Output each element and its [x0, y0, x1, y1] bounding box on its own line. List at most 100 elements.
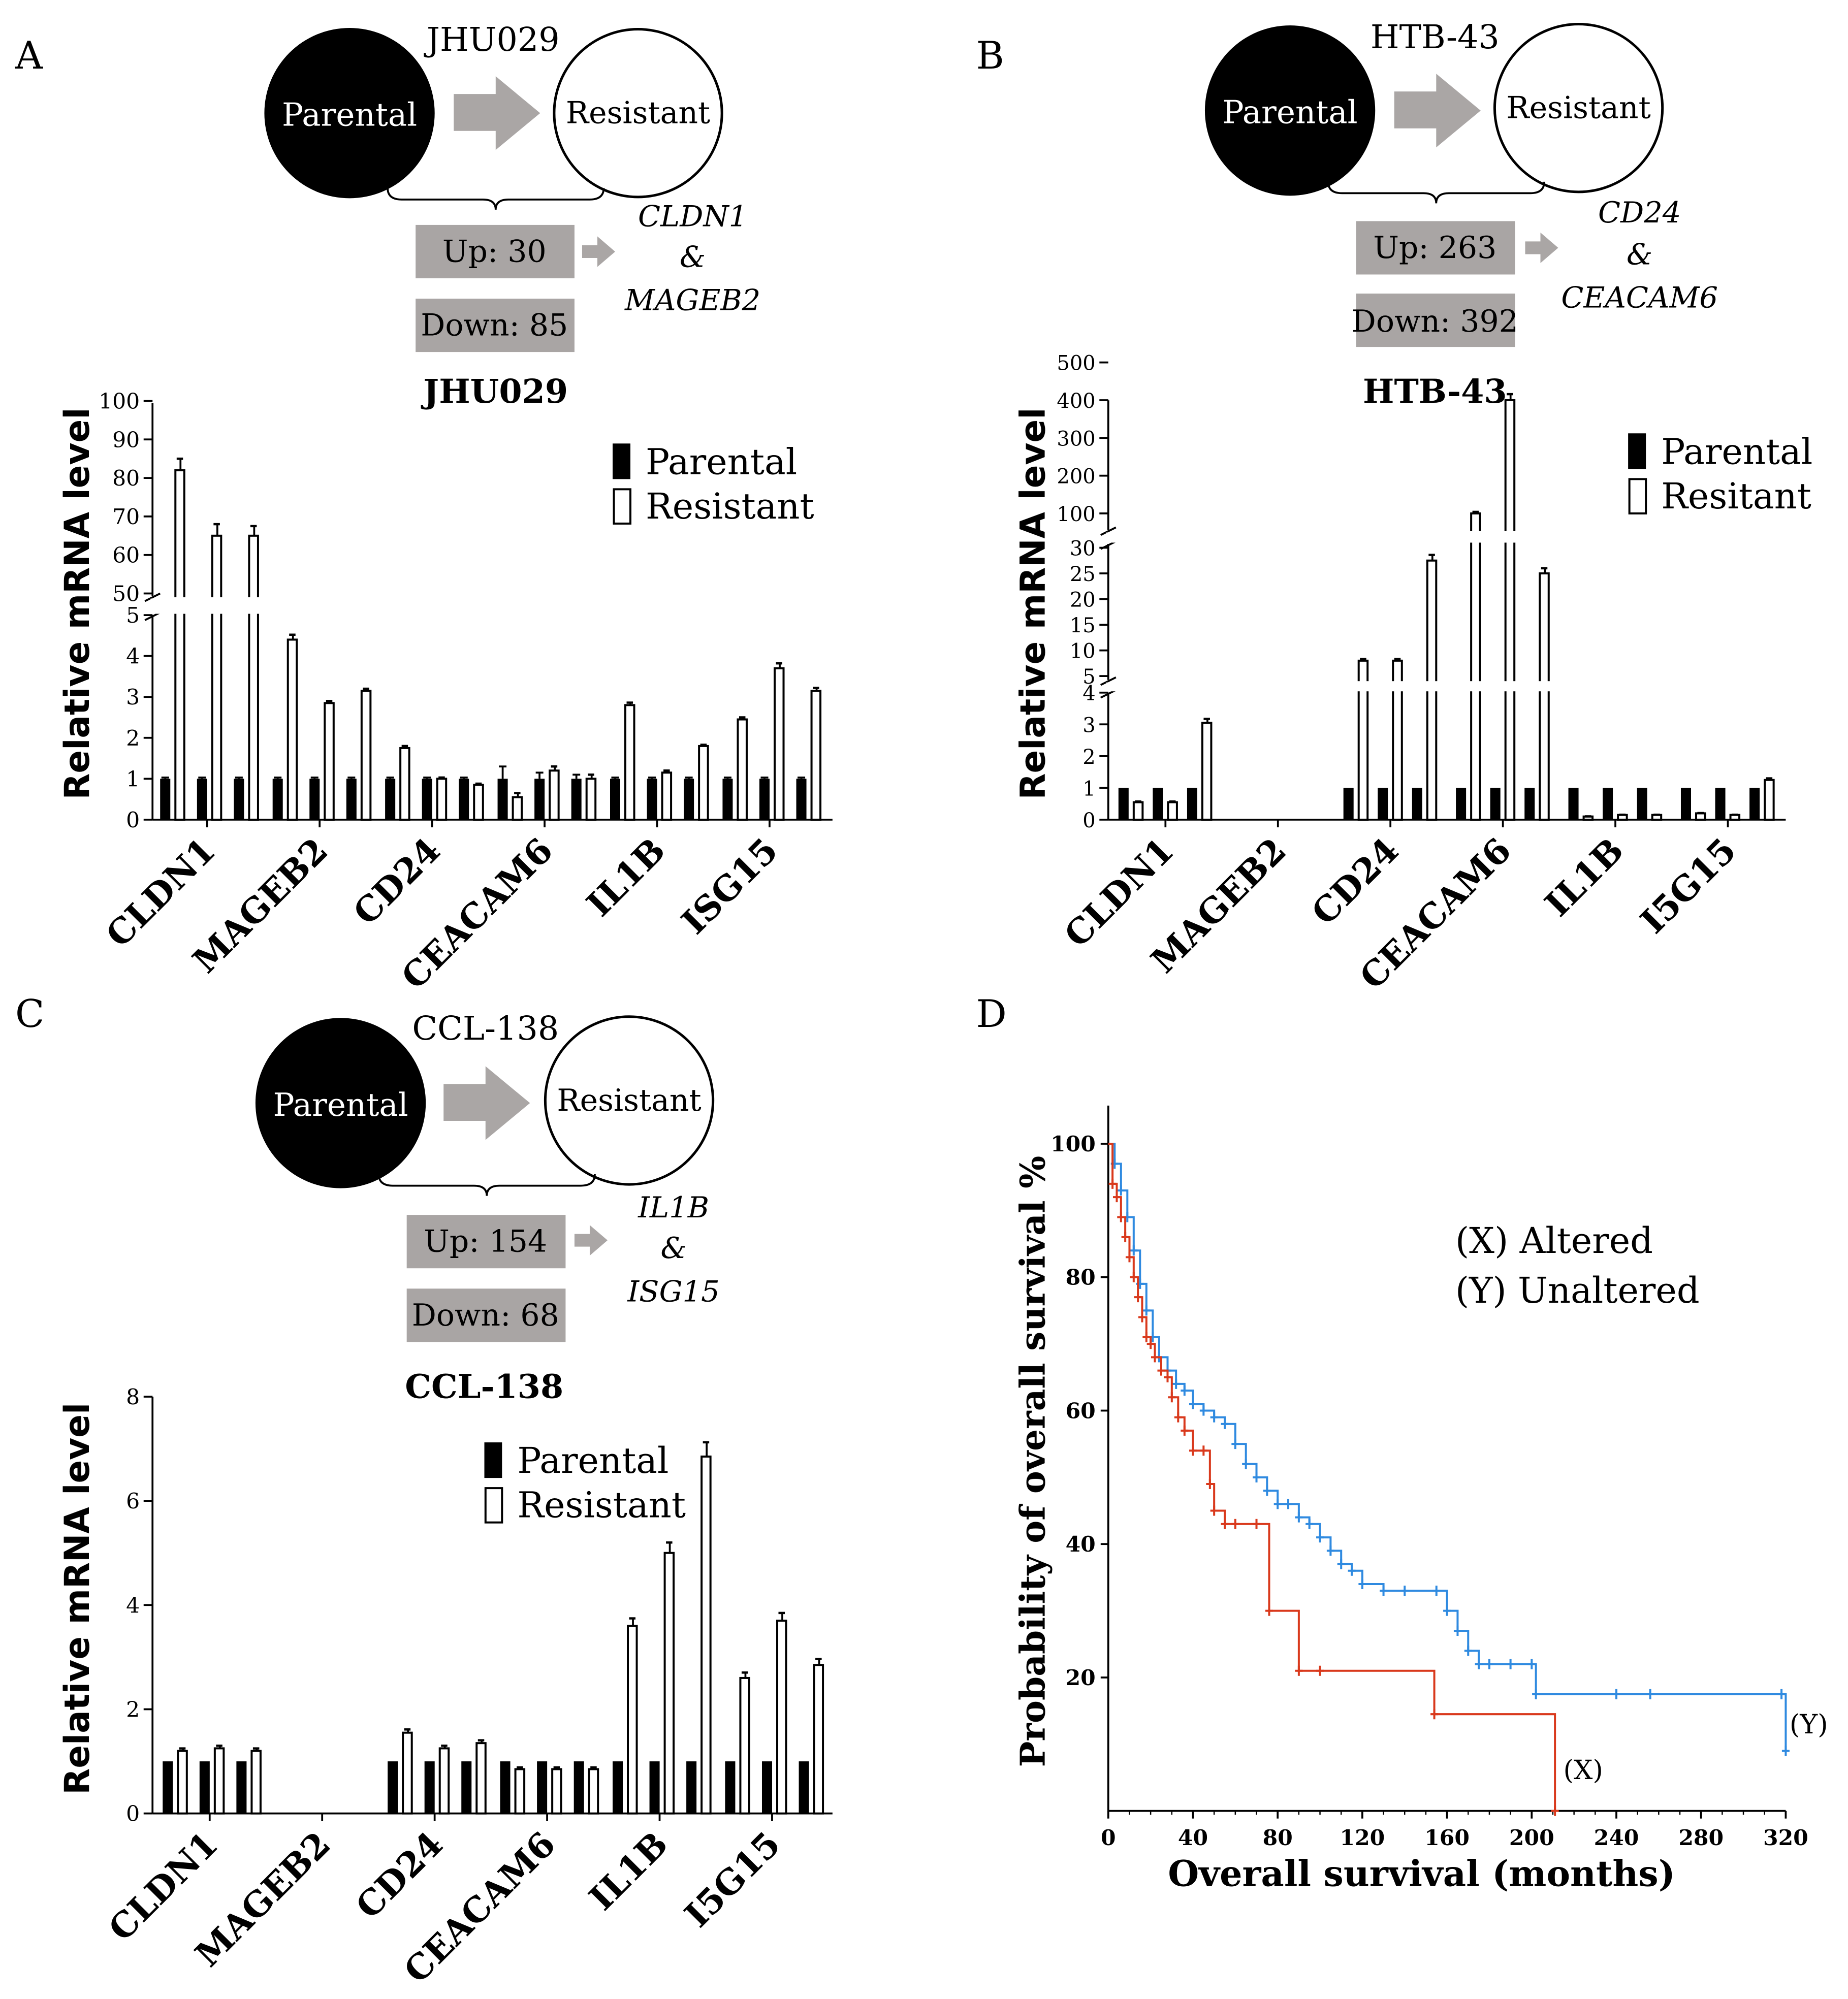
censor-mark [1181, 1425, 1189, 1436]
censor-mark [1464, 1646, 1472, 1656]
censor-mark [1108, 1178, 1117, 1189]
legend-swatch-resistant [484, 1487, 503, 1524]
bar-parental [497, 779, 508, 820]
censor-mark [1117, 1212, 1125, 1222]
bar-parental [1715, 788, 1726, 820]
bar-resistant [473, 784, 484, 821]
censor-mark [1189, 1399, 1197, 1409]
down-box-a [416, 299, 575, 352]
censor-mark [1646, 1689, 1654, 1699]
up-count-c: Up: 154 [424, 1224, 547, 1260]
y-tick-label: 8 [126, 1385, 140, 1410]
gene-and-c: & [660, 1231, 686, 1265]
censor-mark [1265, 1605, 1273, 1616]
resistant-circle-b [1493, 23, 1664, 194]
arrow-icon-c [443, 1066, 530, 1140]
censor-mark [1326, 1545, 1334, 1556]
bar-resistant [248, 534, 259, 821]
bar-resistant [402, 1731, 413, 1815]
bar-resistant [813, 1664, 824, 1815]
break-gap [1110, 681, 1789, 692]
resistant-label-c: Resistant [557, 1083, 701, 1118]
bar-parental [461, 1761, 472, 1814]
bar-resistant [1695, 812, 1706, 821]
bar-resistant [1539, 572, 1550, 821]
resistant-circle-a [553, 28, 723, 199]
legend-swatch-parental [484, 1442, 502, 1478]
bar-resistant [1764, 779, 1775, 821]
censor-mark [1181, 1385, 1189, 1396]
censor-mark [1199, 1445, 1207, 1456]
censor-mark [1112, 1192, 1121, 1203]
axis-break [144, 592, 161, 602]
y-tick-label: 60 [112, 543, 140, 568]
cell-line-title-b: HTB-43 [1371, 18, 1500, 56]
y-tick-label: 200 [1057, 465, 1095, 489]
y-tick-label: 50 [112, 582, 140, 607]
y-tick-label: 100 [1050, 1132, 1096, 1157]
censor-mark [1157, 1365, 1165, 1376]
bar-parental [1603, 788, 1613, 820]
censor-mark [1142, 1332, 1151, 1342]
parental-circle-c [255, 1018, 426, 1188]
bar-parental [610, 779, 621, 820]
bar-parental [197, 779, 207, 820]
bar-parental [761, 1761, 773, 1814]
bar-resistant [627, 1625, 638, 1815]
y-axis-label: Probability of overall survival % [1013, 1156, 1053, 1767]
y-tick-label: 30 [1070, 537, 1096, 560]
bar-resistant [700, 1455, 712, 1815]
censor-mark [1231, 1439, 1239, 1449]
up-count-b: Up: 263 [1373, 230, 1496, 266]
censor-mark [1612, 1689, 1620, 1699]
bar-parental [422, 779, 432, 820]
chart-title: JHU029 [421, 372, 568, 411]
bar-parental [573, 1761, 584, 1814]
brace-c [377, 1174, 596, 1196]
bar-resistant [174, 469, 185, 821]
bar-parental [684, 779, 694, 820]
censor-mark [1231, 1519, 1239, 1529]
y-tick-label: 90 [112, 428, 140, 453]
censor-mark [1430, 1709, 1439, 1720]
y-tick-label: 2 [126, 726, 140, 751]
axis-break [1100, 676, 1117, 686]
x-tick-label: 200 [1509, 1825, 1554, 1851]
bar-resistant [177, 1750, 188, 1815]
bar-resistant [663, 1552, 675, 1815]
bar-parental [1343, 788, 1354, 820]
bar-parental [686, 1761, 697, 1814]
bar-parental [1490, 788, 1501, 820]
censor-mark [1781, 1746, 1790, 1756]
bar-parental [199, 1761, 210, 1814]
censor-mark [1253, 1519, 1261, 1529]
y-tick-label: 20 [1070, 589, 1096, 612]
gene-1-c: IL1B [638, 1190, 709, 1224]
y-tick-label: 1 [126, 767, 140, 792]
y-tick-label: 0 [126, 1802, 140, 1827]
legend-label-resistant: Resistant [517, 1485, 686, 1526]
bar-resistant [213, 1747, 225, 1815]
censor-mark [1316, 1665, 1324, 1676]
cell-line-title-a: JHU029 [424, 21, 560, 59]
bar-parental [346, 779, 357, 820]
survival-curve-unaltered [1108, 1143, 1787, 1751]
y-tick-label: 400 [1057, 390, 1095, 413]
censor-mark [1168, 1392, 1176, 1403]
x-tick-label: 120 [1340, 1825, 1385, 1851]
bar-parental [1118, 788, 1129, 820]
gene-2-a: MAGEB2 [624, 283, 760, 317]
censor-mark [1117, 1185, 1125, 1196]
x-tick-label: 40 [1178, 1825, 1208, 1851]
category-label: I5G15 [1633, 830, 1744, 941]
parental-label-b: Parental [1222, 94, 1357, 131]
bar-parental [612, 1761, 623, 1814]
parental-circle-a [264, 28, 435, 199]
small-arrow-icon-a [582, 236, 615, 267]
bar-resistant [436, 778, 448, 821]
end-label-altered: (X) [1564, 1755, 1603, 1786]
break-gap [1110, 531, 1789, 543]
y-tick-label: 0 [1082, 809, 1095, 832]
cell-line-title-c: CCL-138 [412, 1010, 559, 1048]
